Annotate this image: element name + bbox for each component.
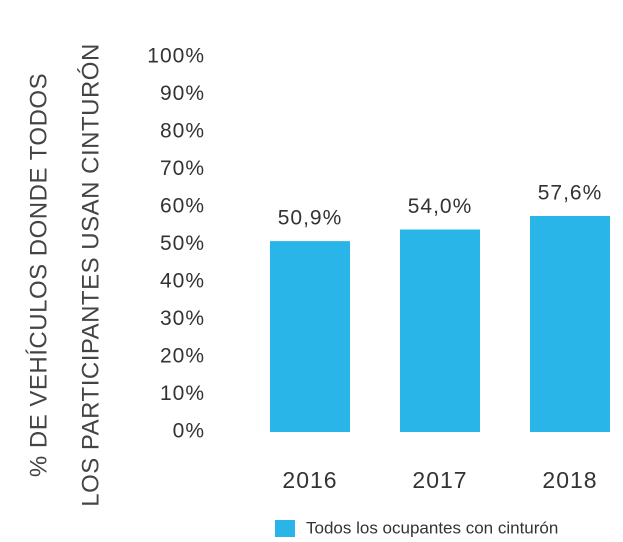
y-tick-label: 10% bbox=[160, 382, 205, 405]
data-label: 57,6% bbox=[538, 182, 603, 205]
y-tick-label: 20% bbox=[160, 345, 205, 368]
y-tick-label: 70% bbox=[160, 157, 205, 180]
legend-swatch bbox=[275, 520, 295, 537]
bar bbox=[270, 241, 350, 432]
bar bbox=[530, 216, 610, 432]
y-tick-label: 30% bbox=[160, 307, 205, 330]
y-tick-label: 90% bbox=[160, 82, 205, 105]
bar bbox=[400, 229, 480, 432]
y-tick-label: 80% bbox=[160, 120, 205, 143]
x-tick-label: 2016 bbox=[282, 467, 337, 493]
y-tick-label: 50% bbox=[160, 232, 205, 255]
y-tick-label: 100% bbox=[147, 45, 205, 68]
y-tick-label: 40% bbox=[160, 270, 205, 293]
data-label: 54,0% bbox=[408, 195, 473, 218]
y-tick-label: 0% bbox=[173, 420, 205, 443]
legend-label: Todos los ocupantes con cinturón bbox=[306, 518, 558, 537]
x-tick-label: 2018 bbox=[542, 467, 597, 493]
y-tick-label: 60% bbox=[160, 195, 205, 218]
x-tick-label: 2017 bbox=[412, 467, 467, 493]
y-axis-label: LOS PARTICIPANTES USAN CINTURÓN bbox=[77, 43, 104, 507]
data-label: 50,9% bbox=[278, 207, 343, 230]
y-axis-label: % DE VEHÍCULOS DONDE TODOS bbox=[25, 73, 52, 477]
